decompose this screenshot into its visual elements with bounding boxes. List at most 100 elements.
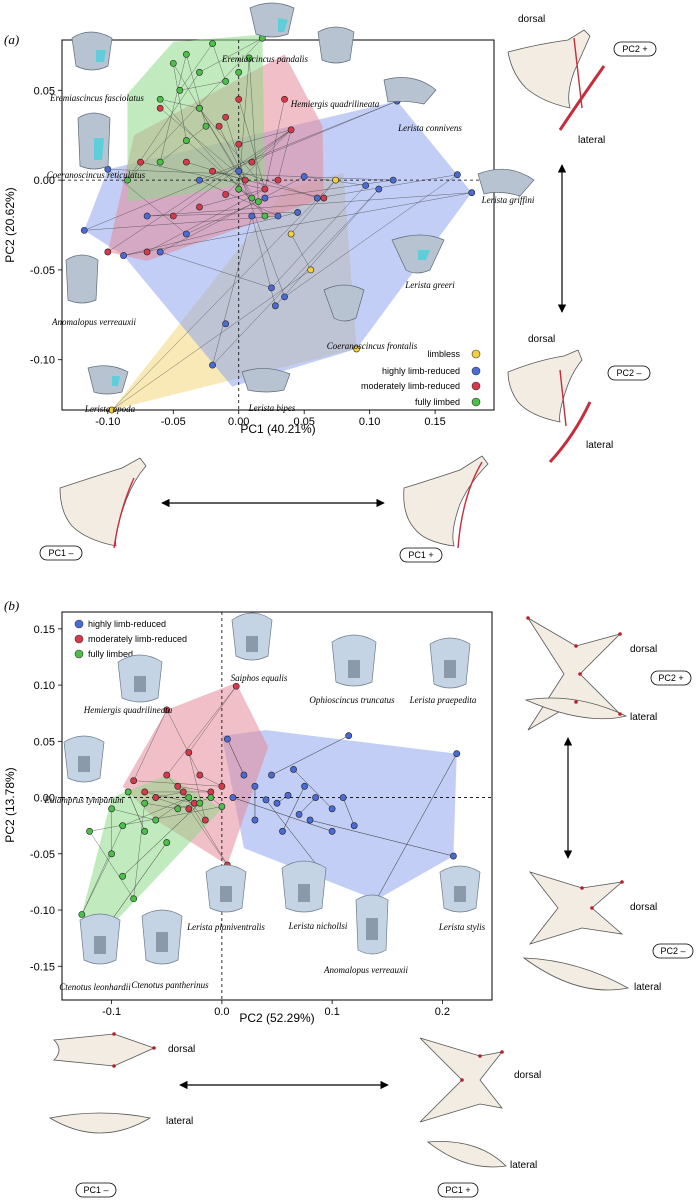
vertebra-centers-b <box>78 636 466 954</box>
connector-0-31 <box>146 188 266 253</box>
legend-b-label-1: moderately limb-reduced <box>88 634 187 644</box>
connector-1-25 <box>166 686 237 776</box>
point-0-3-6 <box>156 95 164 103</box>
species-label-b-7: Anomalopus verreauxii <box>323 965 408 975</box>
point-1-0-5 <box>223 735 231 743</box>
points-a <box>80 34 476 414</box>
connector-0-37 <box>199 188 265 208</box>
point-1-0-11 <box>273 799 281 807</box>
species-label-b-5: Lerista planiventralis <box>186 922 265 932</box>
point-0-1-10 <box>313 194 321 202</box>
point-0-2-17 <box>241 176 249 184</box>
point-1-1-14 <box>179 788 187 796</box>
point-1-1-10 <box>163 771 171 779</box>
connector-0-21 <box>160 251 272 289</box>
species-label-a-7: Anomalopus verreauxii <box>51 317 136 327</box>
point-1-1-3 <box>196 771 204 779</box>
point-0-3-12 <box>248 194 256 202</box>
connector-0-8 <box>199 100 398 181</box>
point-1-1-6 <box>185 805 193 813</box>
point-1-2-6 <box>108 805 116 813</box>
connector-1-55 <box>81 825 123 915</box>
connector-0-19 <box>284 174 458 298</box>
y-tick-label-1-2: -0.05 <box>30 849 55 861</box>
connector-0-43 <box>238 99 266 190</box>
legend-a-label-2: moderately limb-reduced <box>361 381 460 391</box>
legend-b: highly limb-reduced moderately limb-redu… <box>74 619 187 659</box>
point-1-0-19 <box>328 805 336 813</box>
pill-text-pc2-minus-b: PC2 – <box>660 946 685 956</box>
pill-text-pc2-plus-a: PC2 + <box>622 44 647 54</box>
connector-1-3 <box>376 753 457 901</box>
connector-1-18 <box>298 797 316 815</box>
point-0-2-10 <box>261 185 269 193</box>
point-1-2-14 <box>207 794 215 801</box>
connector-0-6 <box>317 174 458 199</box>
shape-diagrams-a: dorsal lateral PC2 + dorsal lateral PC2 … <box>39 14 657 563</box>
connector-1-17 <box>271 735 349 776</box>
point-0-3-8 <box>222 77 230 85</box>
point-1-1-8 <box>218 782 226 790</box>
species-label-b-3: Lerista praepedita <box>409 695 477 705</box>
point-1-1-7 <box>207 788 215 796</box>
point-0-2-8 <box>209 167 216 175</box>
point-1-0-13 <box>350 822 358 830</box>
point-0-2-11 <box>182 158 190 166</box>
species-label-b-9: Ctenotus leonhardii <box>59 982 131 992</box>
connector-0-66 <box>238 188 259 202</box>
x-tick-label-0-5: 0.15 <box>424 416 445 428</box>
view-label-lateral-b-top: lateral <box>630 712 657 723</box>
point-0-2-18 <box>222 191 230 198</box>
point-0-2-2 <box>320 194 328 202</box>
pill-text-pc2-plus-b: PC2 + <box>658 673 683 683</box>
x-axis-label-b: PC2 (52.29%) <box>239 1011 314 1025</box>
legend-a-label-0: limbless <box>427 349 460 359</box>
point-0-2-9 <box>248 158 256 166</box>
shape-pc2-minus-outline <box>559 369 567 427</box>
point-1-0-18 <box>312 794 319 801</box>
connector-1-46 <box>111 808 156 821</box>
point-0-3-10 <box>202 122 210 130</box>
shape-diagrams-b <box>48 617 630 1168</box>
point-0-2-20 <box>222 113 230 121</box>
shape-pc2-plus-dorsal <box>507 29 591 109</box>
connector-1-24 <box>166 709 201 776</box>
skull-highlights-a <box>94 18 430 386</box>
y-axis-label-b: PC2 (13.78%) <box>3 767 17 842</box>
x-tick-label-1-3: 0.2 <box>435 1006 450 1018</box>
y-tick-label-1-4: 0.05 <box>34 736 55 748</box>
point-1-1-11 <box>130 777 138 785</box>
species-label-a-2: Hemiergis quadrilineata <box>290 99 380 109</box>
connector-1-31 <box>177 786 211 793</box>
view-label-dorsal-b-left: dorsal <box>168 1044 195 1055</box>
point-0-3-14 <box>261 212 269 220</box>
point-1-2-0 <box>78 911 86 918</box>
point-1-0-2 <box>345 732 353 740</box>
point-1-0-21 <box>251 816 259 824</box>
pill-pc1-plus-b <box>437 1182 479 1198</box>
view-label-dorsal-a-top: dorsal <box>518 14 545 25</box>
point-1-0-14 <box>240 771 248 779</box>
point-0-1-14 <box>281 293 288 301</box>
connector-0-50 <box>225 117 246 181</box>
x-tick-label-0-3: 0.05 <box>293 416 314 428</box>
species-label-b-8: Lerista stylis <box>438 922 486 932</box>
skull-thumbnails-a <box>65 2 535 395</box>
species-label-b-4: Eulamprus tympanum <box>43 795 124 805</box>
point-1-0-12 <box>328 827 336 835</box>
pill-pc2-plus-a <box>613 41 657 57</box>
point-0-1-17 <box>143 212 151 220</box>
connector-0-1 <box>111 179 336 411</box>
point-1-2-5 <box>130 895 138 903</box>
point-0-1-24 <box>196 176 203 184</box>
species-label-a-4: Coeranoscincus reticulatus <box>47 170 146 180</box>
point-0-1-5 <box>375 185 383 193</box>
pill-text-pc2-minus-a: PC2 – <box>616 368 641 378</box>
connector-0-32 <box>245 179 324 199</box>
point-0-1-1 <box>453 171 461 179</box>
legend-b-swatch-1 <box>74 634 84 644</box>
connector-0-39 <box>251 129 292 163</box>
connector-0-20 <box>271 185 366 289</box>
shape-b-pc2-minus-lateral <box>522 957 630 991</box>
